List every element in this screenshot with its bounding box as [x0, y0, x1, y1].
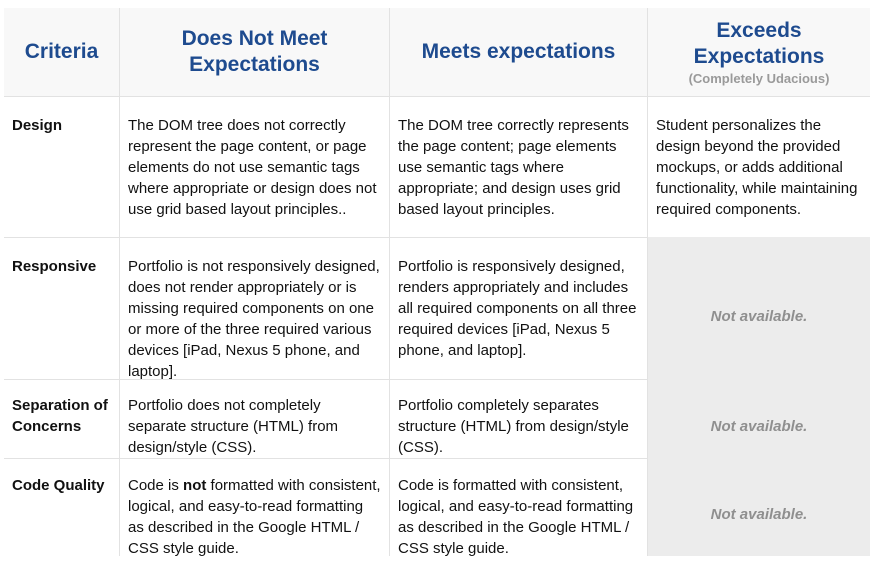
- does-not-meet-cell: Portfolio does not completely separate s…: [120, 379, 390, 458]
- criteria-label: Design: [12, 117, 63, 134]
- meets-text: Code is formatted with consistent, logic…: [398, 477, 634, 557]
- not-available-responsive: Not available.: [710, 308, 808, 325]
- table-row-design: Design The DOM tree does not correctly r…: [4, 96, 870, 238]
- table-row-responsive: Responsive Portfolio is not responsively…: [4, 237, 870, 380]
- header-does-not-meet-cell: Does Not Meet Expectations: [120, 8, 390, 96]
- table-row-separation-of-concerns: Separation of Concerns Portfolio does no…: [4, 379, 870, 459]
- criteria-cell: Code Quality: [4, 458, 120, 556]
- not-available-separation: Not available.: [710, 418, 808, 435]
- header-exceeds-cell: Exceeds Expectations (Completely Udaciou…: [648, 8, 870, 96]
- exceeds-cell: Student personalizes the design beyond t…: [648, 96, 870, 237]
- criteria-cell: Design: [4, 96, 120, 237]
- does-not-meet-cell: Portfolio is not responsively designed, …: [120, 237, 390, 380]
- meets-text: The DOM tree correctly represents the pa…: [398, 117, 629, 218]
- does-not-meet-text: Portfolio does not completely separate s…: [128, 397, 339, 456]
- header-meets: Meets expectations: [421, 40, 616, 63]
- meets-text: Portfolio is responsively designed, rend…: [398, 258, 637, 359]
- criteria-label: Separation of Concerns: [12, 397, 108, 435]
- criteria-cell: Responsive: [4, 237, 120, 379]
- header-criteria: Criteria: [24, 40, 99, 63]
- does-not-meet-cell: The DOM tree does not correctly represen…: [120, 96, 390, 237]
- does-not-meet-text: Code is not formatted with consistent, l…: [128, 475, 383, 559]
- header-criteria-cell: Criteria: [4, 8, 120, 96]
- meets-cell: Portfolio completely separates structure…: [390, 379, 648, 458]
- emphasis-not: not: [183, 477, 207, 494]
- does-not-meet-text-start: Code is: [128, 477, 184, 494]
- does-not-meet-text: The DOM tree does not correctly represen…: [128, 117, 377, 218]
- does-not-meet-text-end: formatted with consistent, logical, and …: [128, 477, 381, 557]
- meets-cell: The DOM tree correctly represents the pa…: [390, 96, 648, 237]
- meets-cell: Portfolio is responsively designed, rend…: [390, 237, 648, 379]
- not-available-code-quality: Not available.: [710, 506, 808, 523]
- does-not-meet-text: Portfolio is not responsively designed, …: [128, 258, 380, 380]
- meets-text: Portfolio completely separates structure…: [398, 397, 629, 456]
- header-exceeds-subtitle: (Completely Udacious): [688, 70, 830, 86]
- exceeds-not-available-block: Not available. Not available. Not availa…: [648, 237, 870, 556]
- meets-cell: Code is formatted with consistent, logic…: [390, 458, 648, 557]
- header-meets-cell: Meets expectations: [390, 8, 648, 96]
- criteria-label: Code Quality: [12, 477, 105, 494]
- header-does-not-meet: Does Not Meet Expectations: [181, 27, 328, 76]
- header-exceeds: Exceeds Expectations: [693, 18, 825, 68]
- exceeds-text: Student personalizes the design beyond t…: [656, 117, 858, 218]
- table-row-code-quality: Code Quality Code is not formatted with …: [4, 458, 870, 559]
- header-row: Criteria Does Not Meet Expectations Meet…: [4, 8, 870, 97]
- criteria-cell: Separation of Concerns: [4, 379, 120, 458]
- rubric-table: Criteria Does Not Meet Expectations Meet…: [4, 8, 870, 559]
- criteria-label: Responsive: [12, 258, 97, 275]
- does-not-meet-cell: Code is not formatted with consistent, l…: [120, 458, 390, 559]
